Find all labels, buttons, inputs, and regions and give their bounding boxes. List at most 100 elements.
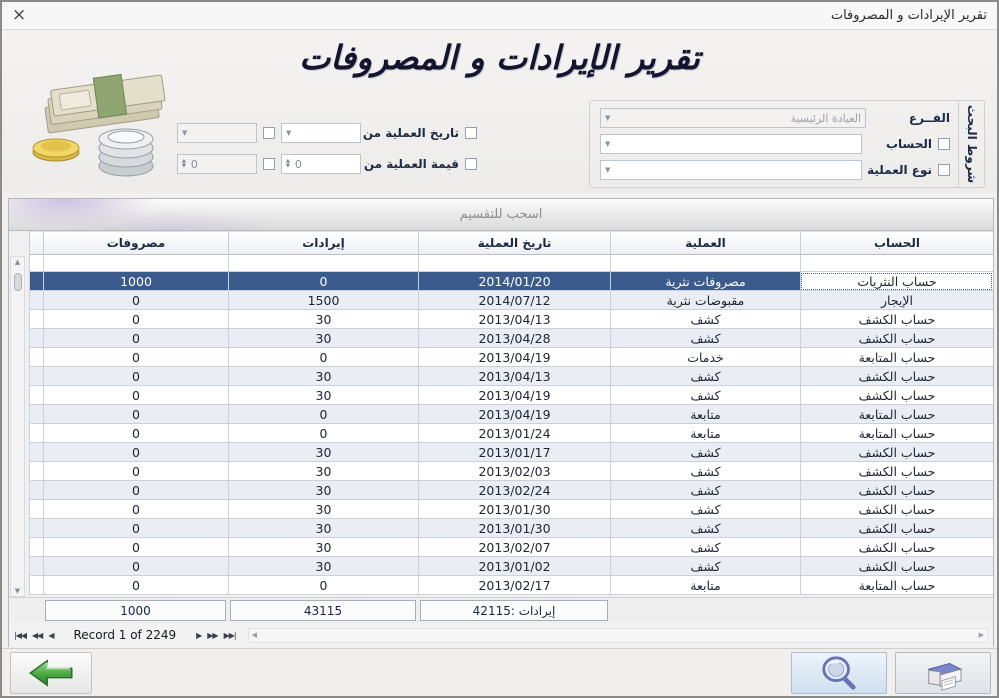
account-select[interactable]: ▼ [600,134,862,154]
cell-date[interactable]: 2013/04/19 [418,405,610,424]
cell-account[interactable]: حساب الكشف [800,519,993,538]
cell-expense[interactable]: 0 [43,576,228,595]
cell-expense[interactable]: 0 [43,329,228,348]
cell-revenue[interactable]: 30 [228,367,418,386]
cell-expense[interactable]: 0 [43,405,228,424]
cell-date[interactable]: 2014/07/12 [418,291,610,310]
table-row[interactable]: حساب الكشف كشف 2013/04/13 30 0 [25,367,993,386]
group-by-box[interactable]: اسحب للتقسيم [9,199,993,231]
cell-expense[interactable]: 0 [43,462,228,481]
filter-cell[interactable] [418,255,610,272]
table-row[interactable]: حساب المتابعة خدمات 2013/04/19 0 0 [25,348,993,367]
close-icon[interactable]: × [12,5,27,25]
cell-account[interactable]: حساب المتابعة [800,405,993,424]
cell-account[interactable]: حساب الكشف [800,310,993,329]
cell-date[interactable]: 2013/01/02 [418,557,610,576]
table-row[interactable]: حساب الكشف كشف 2013/01/17 30 0 [25,443,993,462]
cell-date[interactable]: 2013/04/19 [418,386,610,405]
date-to-checkbox[interactable] [263,127,275,139]
table-row[interactable]: الإيجار مقبوضات نثرية 2014/07/12 1500 0 [25,291,993,310]
cell-operation[interactable]: كشف [610,443,800,462]
cell-operation[interactable]: كشف [610,519,800,538]
cell-revenue[interactable]: 30 [228,443,418,462]
table-row[interactable]: حساب المتابعة متابعة 2013/02/17 0 0 [25,576,993,595]
cell-account[interactable]: حساب الكشف [800,500,993,519]
cell-account[interactable]: حساب الكشف [800,367,993,386]
cell-expense[interactable]: 0 [43,424,228,443]
cell-date[interactable]: 2013/02/03 [418,462,610,481]
operation-type-select[interactable]: ▼ [600,160,862,180]
nav-next-page-button[interactable]: ▶▶ [207,630,218,640]
value-from-checkbox[interactable] [465,158,477,170]
filter-cell[interactable] [228,255,418,272]
cell-revenue[interactable]: 30 [228,557,418,576]
cell-expense[interactable]: 0 [43,538,228,557]
filter-cell[interactable] [610,255,800,272]
branch-select[interactable]: العيادة الرئيسية ▼ [600,108,866,128]
operation-type-checkbox[interactable] [938,164,950,176]
cell-account[interactable]: حساب الكشف [800,462,993,481]
cell-date[interactable]: 2013/01/30 [418,500,610,519]
cell-operation[interactable]: كشف [610,500,800,519]
cell-date[interactable]: 2013/04/13 [418,310,610,329]
cell-account[interactable]: حساب المتابعة [800,424,993,443]
cell-operation[interactable]: متابعة [610,424,800,443]
cell-date[interactable]: 2013/04/13 [418,367,610,386]
scroll-up-icon[interactable]: ▲ [14,258,21,266]
cell-operation[interactable]: كشف [610,538,800,557]
cell-account[interactable]: الإيجار [800,291,993,310]
cell-operation[interactable]: متابعة [610,576,800,595]
column-header-expense[interactable]: مصروفات [43,231,228,255]
cell-date[interactable]: 2013/02/17 [418,576,610,595]
cell-account[interactable]: حساب الكشف [800,557,993,576]
cell-date[interactable]: 2014/01/20 [418,272,610,291]
print-preview-button[interactable] [791,652,887,694]
vertical-scrollbar[interactable]: ▲ ▼ [10,256,25,597]
cell-expense[interactable]: 0 [43,310,228,329]
cell-account[interactable]: حساب الكشف [800,538,993,557]
cell-operation[interactable]: كشف [610,462,800,481]
cell-expense[interactable]: 0 [43,519,228,538]
nav-prev-page-button[interactable]: ◀◀ [32,630,43,640]
cell-revenue[interactable]: 0 [228,348,418,367]
cell-date[interactable]: 2013/01/17 [418,443,610,462]
table-row[interactable]: حساب الكشف كشف 2013/02/24 30 0 [25,481,993,500]
cell-operation[interactable]: خدمات [610,348,800,367]
cell-operation[interactable]: كشف [610,310,800,329]
cell-account[interactable]: حساب الكشف [800,481,993,500]
cell-account[interactable]: حساب الكشف [800,443,993,462]
date-from-select[interactable]: ▼ [281,123,361,143]
table-row[interactable]: حساب الكشف كشف 2013/04/28 30 0 [25,329,993,348]
table-row[interactable]: حساب الكشف كشف 2013/04/19 30 0 [25,386,993,405]
nav-next-button[interactable]: ▶ [196,630,202,640]
cell-expense[interactable]: 0 [43,367,228,386]
column-header-account[interactable]: الحساب [800,231,993,255]
cell-operation[interactable]: كشف [610,386,800,405]
cell-account[interactable]: حساب المتابعة [800,348,993,367]
cell-date[interactable]: 2013/02/07 [418,538,610,557]
cell-revenue[interactable]: 30 [228,500,418,519]
cell-expense[interactable]: 0 [43,481,228,500]
cell-revenue[interactable]: 1500 [228,291,418,310]
cell-expense[interactable]: 1000 [43,272,228,291]
cell-date[interactable]: 2013/02/24 [418,481,610,500]
nav-first-button[interactable]: |◀◀ [14,630,27,640]
cell-expense[interactable]: 0 [43,386,228,405]
cell-account[interactable]: حساب الكشف [800,386,993,405]
cell-account[interactable]: حساب المتابعة [800,576,993,595]
cell-account[interactable]: حساب النثريات [800,272,993,291]
cell-revenue[interactable]: 30 [228,386,418,405]
cell-date[interactable]: 2013/01/30 [418,519,610,538]
cell-revenue[interactable]: 0 [228,405,418,424]
cell-operation[interactable]: متابعة [610,405,800,424]
cell-revenue[interactable]: 30 [228,481,418,500]
filter-cell[interactable] [800,255,993,272]
back-button[interactable] [10,652,92,694]
table-row[interactable]: حساب الكشف كشف 2013/01/30 30 0 [25,500,993,519]
table-row[interactable]: حساب النثريات مصروفات نثرية 2014/01/20 0 100… [25,272,993,291]
scroll-left-icon[interactable]: ◀ [251,631,257,639]
table-row[interactable]: حساب الكشف كشف 2013/02/07 30 0 [25,538,993,557]
cell-revenue[interactable]: 0 [228,424,418,443]
cell-expense[interactable]: 0 [43,291,228,310]
cell-expense[interactable]: 0 [43,500,228,519]
